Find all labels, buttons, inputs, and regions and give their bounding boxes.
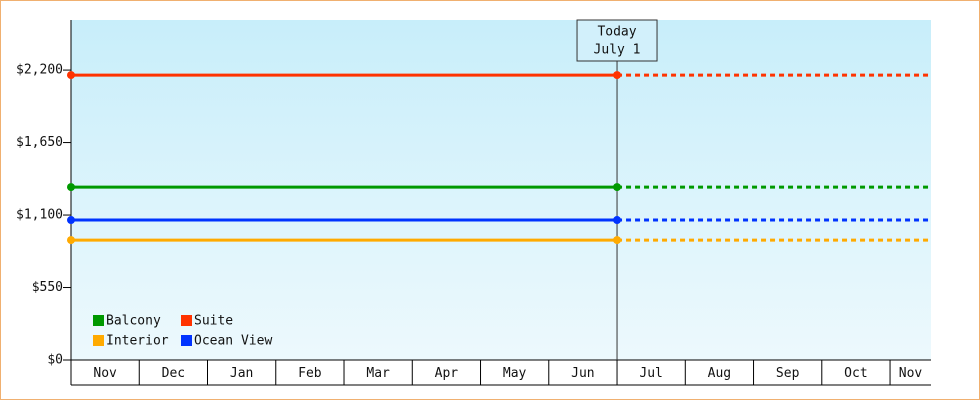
x-tick-label: Jun	[571, 366, 594, 381]
x-tick-label: Nov	[93, 366, 117, 381]
y-tick-label: $2,200	[16, 63, 63, 78]
x-tick-label: Oct	[844, 366, 867, 381]
point	[613, 183, 622, 192]
legend-swatch	[93, 315, 104, 326]
x-tick-label: May	[503, 366, 527, 381]
today-label: July 1	[594, 43, 641, 58]
legend-label: Suite	[194, 314, 233, 329]
point	[67, 236, 75, 245]
y-tick-label: $550	[32, 280, 63, 295]
legend-swatch	[93, 335, 104, 346]
legend-label: Ocean View	[194, 334, 272, 349]
point	[613, 71, 622, 80]
x-tick-label: Aug	[708, 366, 731, 381]
point	[613, 236, 622, 245]
y-tick-label: $1,650	[16, 135, 63, 150]
today-box	[576, 19, 658, 62]
x-tick-label: Mar	[366, 366, 390, 381]
legend-label: Balcony	[106, 314, 161, 329]
x-tick-label: Jan	[230, 366, 253, 381]
x-tick-label: Dec	[162, 366, 185, 381]
today-label: Today	[597, 25, 636, 40]
legend-label: Interior	[106, 334, 169, 349]
point	[613, 216, 622, 225]
x-tick-label: Jul	[639, 366, 662, 381]
legend-swatch	[181, 335, 192, 346]
x-tick-label: Feb	[298, 366, 322, 381]
y-tick-label: $1,100	[16, 208, 63, 223]
x-tick-label: Nov	[899, 366, 923, 381]
point	[67, 216, 75, 225]
point	[67, 71, 75, 80]
x-tick-label: Sep	[776, 366, 800, 381]
plot-area	[71, 20, 931, 360]
legend-swatch	[181, 315, 192, 326]
x-tick-label: Apr	[435, 366, 459, 381]
point	[67, 183, 75, 192]
y-tick-label: $0	[47, 353, 63, 368]
